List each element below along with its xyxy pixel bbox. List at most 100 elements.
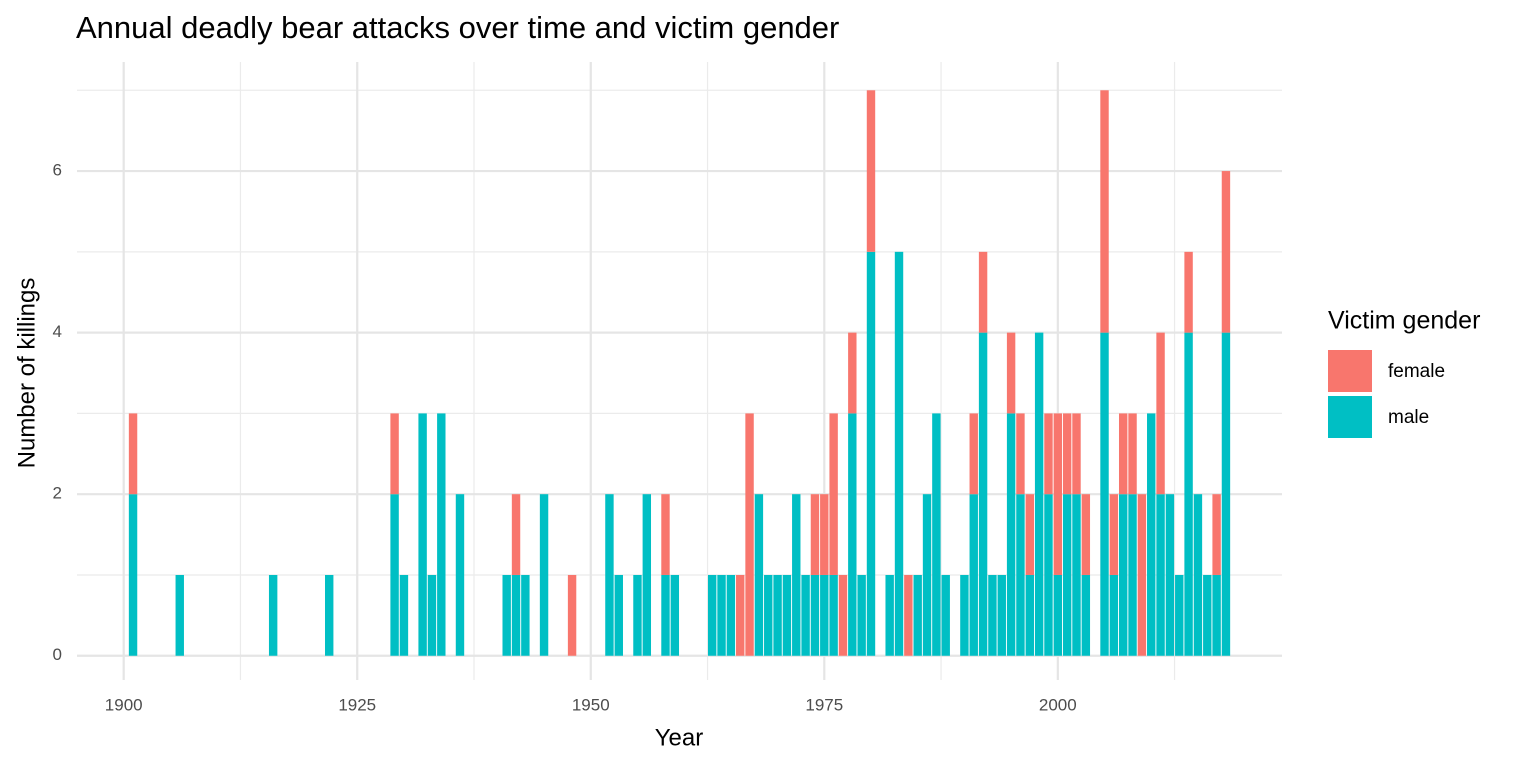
bar-segment <box>820 494 829 575</box>
bar-segment <box>614 574 623 656</box>
bar-segment <box>707 574 717 656</box>
legend-label: male <box>1388 407 1429 428</box>
bar-segment <box>390 494 399 656</box>
bar-segment <box>978 251 988 333</box>
bar-segment <box>941 574 950 656</box>
bar-segment <box>736 574 745 656</box>
bar-segment <box>1128 494 1137 656</box>
bar-segment <box>1100 332 1109 656</box>
bar-segment <box>913 574 922 656</box>
y-tick-label: 0 <box>53 645 62 664</box>
bar-segment <box>1062 494 1072 656</box>
y-tick-label: 6 <box>53 161 62 180</box>
bar-segment <box>1006 413 1016 656</box>
bar-segment <box>885 574 894 656</box>
bar-segment <box>1006 332 1016 414</box>
bar-segment <box>773 574 782 656</box>
bar-segment <box>1025 494 1034 575</box>
bar-segment <box>1044 494 1053 656</box>
bar-segment <box>960 574 969 656</box>
bar-segment <box>1118 494 1128 656</box>
chart-title: Annual deadly bear attacks over time and… <box>76 10 839 45</box>
bar-segment <box>399 574 409 656</box>
bar-segment <box>792 494 801 656</box>
bar-segment <box>437 413 446 656</box>
bar-segment <box>1081 494 1091 575</box>
bar-segment <box>969 494 978 656</box>
bar-segment <box>782 574 792 656</box>
bar-segment <box>1203 574 1212 656</box>
bar-segment <box>848 332 857 414</box>
bar-segment <box>1156 332 1165 495</box>
bar-segment <box>745 413 754 656</box>
bar-segment <box>1212 574 1221 656</box>
bar-segment <box>1137 494 1147 656</box>
bar-segment <box>1175 574 1184 656</box>
bar-segment <box>866 251 876 656</box>
bar-segment <box>539 494 549 656</box>
bar-segment <box>932 413 941 656</box>
bar-segment <box>1025 574 1034 656</box>
bar-segment <box>866 90 876 252</box>
bar-segment <box>857 574 866 656</box>
bar-segment <box>661 574 670 656</box>
x-tick-label: 2000 <box>1039 695 1077 714</box>
bar-segment <box>521 574 530 656</box>
bar-segment <box>642 494 652 656</box>
bar-segment <box>988 574 997 656</box>
bar-segment <box>829 574 838 656</box>
bar-segment <box>829 413 838 575</box>
bar-segment <box>427 574 437 656</box>
bar-segment <box>1034 332 1044 656</box>
bar-segment <box>1212 494 1221 575</box>
bar-segment <box>754 494 764 656</box>
bar-segment <box>511 574 521 656</box>
legend-label: female <box>1388 361 1445 382</box>
bar-segment <box>567 574 577 656</box>
bar-segment <box>838 574 848 656</box>
bar-segment <box>1016 413 1025 495</box>
x-tick-label: 1950 <box>572 695 610 714</box>
bar-segment <box>502 574 511 656</box>
bar-segment <box>1165 494 1175 656</box>
bar-segment <box>1044 413 1053 495</box>
bar-segment <box>128 413 138 495</box>
bar-segment <box>1147 413 1156 656</box>
legend-title: Victim gender <box>1328 307 1480 335</box>
x-tick-label: 1925 <box>338 695 376 714</box>
bar-segment <box>1072 413 1081 495</box>
bar-segment <box>810 494 820 575</box>
bar-segment <box>1109 494 1119 575</box>
bar-segment <box>1221 332 1231 656</box>
bar-segment <box>894 251 904 656</box>
bar-segment <box>820 574 829 656</box>
bar-segment <box>1184 332 1193 656</box>
bar-segment <box>605 494 614 656</box>
y-axis-label: Number of killings <box>13 278 40 469</box>
y-tick-label: 2 <box>53 484 62 503</box>
bar-segment <box>1184 251 1193 333</box>
bar-segment <box>801 574 810 656</box>
bar-segment <box>1053 574 1063 656</box>
bar-segment <box>726 574 736 656</box>
bar-segment <box>978 332 988 656</box>
bar-segment <box>455 494 465 656</box>
x-tick-label: 1900 <box>105 695 143 714</box>
bar-segment <box>1128 413 1137 495</box>
bar-segment <box>175 574 184 656</box>
bar-segment <box>1016 494 1025 656</box>
bar-segment <box>997 574 1006 656</box>
bar-segment <box>717 574 726 656</box>
bar-segment <box>1053 413 1063 575</box>
bar-segment <box>325 574 334 656</box>
bar-segment <box>1221 171 1231 333</box>
bar-segment <box>1100 90 1109 333</box>
bar-segment <box>922 494 932 656</box>
legend-key <box>1328 396 1372 438</box>
bar-segment <box>1081 574 1091 656</box>
bar-segment <box>633 574 642 656</box>
bar-segment <box>128 494 138 656</box>
bar-segment <box>764 574 773 656</box>
bar-segment <box>1109 574 1119 656</box>
